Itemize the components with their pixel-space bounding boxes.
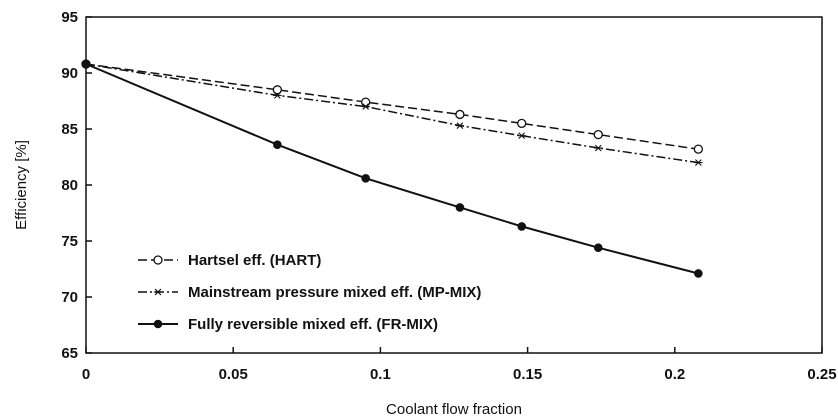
legend-label: Mainstream pressure mixed eff. (MP-MIX) xyxy=(188,284,481,301)
filled-circle-marker xyxy=(517,222,527,231)
asterisk-marker xyxy=(455,122,465,129)
filled-circle-marker xyxy=(81,59,91,69)
filled-circle-marker xyxy=(455,203,465,212)
y-tick-label: 95 xyxy=(61,9,78,26)
filled-circle-marker xyxy=(593,243,603,253)
x-tick-label: 0.2 xyxy=(664,366,685,383)
asterisk-marker xyxy=(517,132,526,140)
series-2 xyxy=(81,59,703,278)
legend-item: Fully reversible mixed eff. (FR-MIX) xyxy=(138,316,438,333)
x-tick-label: 0.25 xyxy=(807,366,836,383)
asterisk-stroke xyxy=(274,92,281,99)
plot-area xyxy=(85,16,823,354)
asterisk-stroke xyxy=(518,132,526,140)
legend-label: Hartsel eff. (HART) xyxy=(188,252,321,269)
open-circle-marker xyxy=(593,129,603,140)
y-tick-label: 80 xyxy=(61,177,78,194)
y-tick-label: 75 xyxy=(61,233,78,250)
open-circle-marker xyxy=(361,97,371,107)
open-circle-marker xyxy=(272,85,283,95)
asterisk-marker xyxy=(694,159,703,166)
asterisk-marker xyxy=(273,92,282,99)
filled-circle-marker xyxy=(361,173,370,183)
y-axis-title: Efficiency [%] xyxy=(13,140,30,230)
y-tick-label: 85 xyxy=(61,121,78,138)
series-1 xyxy=(81,60,703,166)
asterisk-stroke xyxy=(456,122,464,129)
legend-item: Mainstream pressure mixed eff. (MP-MIX) xyxy=(138,284,481,301)
open-circle-marker xyxy=(693,144,704,154)
filled-circle-marker xyxy=(273,140,282,149)
x-axis: 0 0.05 0.1 0.15 0.2 0.25 xyxy=(82,347,837,383)
y-axis: 65 70 75 80 85 90 95 xyxy=(61,9,92,362)
asterisk-stroke xyxy=(362,103,370,110)
legend-label: Fully reversible mixed eff. (FR-MIX) xyxy=(188,316,438,333)
asterisk-marker xyxy=(153,288,163,296)
filled-circle-marker xyxy=(694,269,703,278)
x-tick-label: 0.15 xyxy=(513,366,542,383)
open-circle-marker xyxy=(153,255,163,265)
filled-circle-marker xyxy=(153,319,163,329)
open-circle-marker xyxy=(517,118,527,129)
open-circle-marker xyxy=(455,109,465,120)
asterisk-stroke xyxy=(695,159,702,166)
legend: Hartsel eff. (HART) Mainstream pressure m… xyxy=(138,252,481,333)
asterisk-marker xyxy=(594,144,603,152)
x-axis-title: Coolant flow fraction xyxy=(386,401,522,417)
asterisk-stroke xyxy=(594,144,602,152)
y-tick-label: 65 xyxy=(61,345,78,362)
asterisk-stroke xyxy=(154,288,162,296)
y-tick-label: 70 xyxy=(61,289,78,306)
x-tick-label: 0.1 xyxy=(370,366,391,383)
asterisk-marker xyxy=(361,103,370,110)
y-tick-label: 90 xyxy=(61,65,78,82)
series-layer xyxy=(81,59,704,278)
x-tick-label: 0.05 xyxy=(219,366,248,383)
x-tick-label: 0 xyxy=(82,366,90,383)
legend-item: Hartsel eff. (HART) xyxy=(138,252,321,269)
